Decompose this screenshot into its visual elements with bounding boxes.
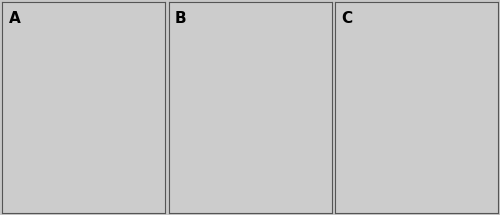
- Text: A: A: [8, 11, 20, 26]
- Text: C: C: [342, 11, 352, 26]
- Text: B: B: [175, 11, 186, 26]
